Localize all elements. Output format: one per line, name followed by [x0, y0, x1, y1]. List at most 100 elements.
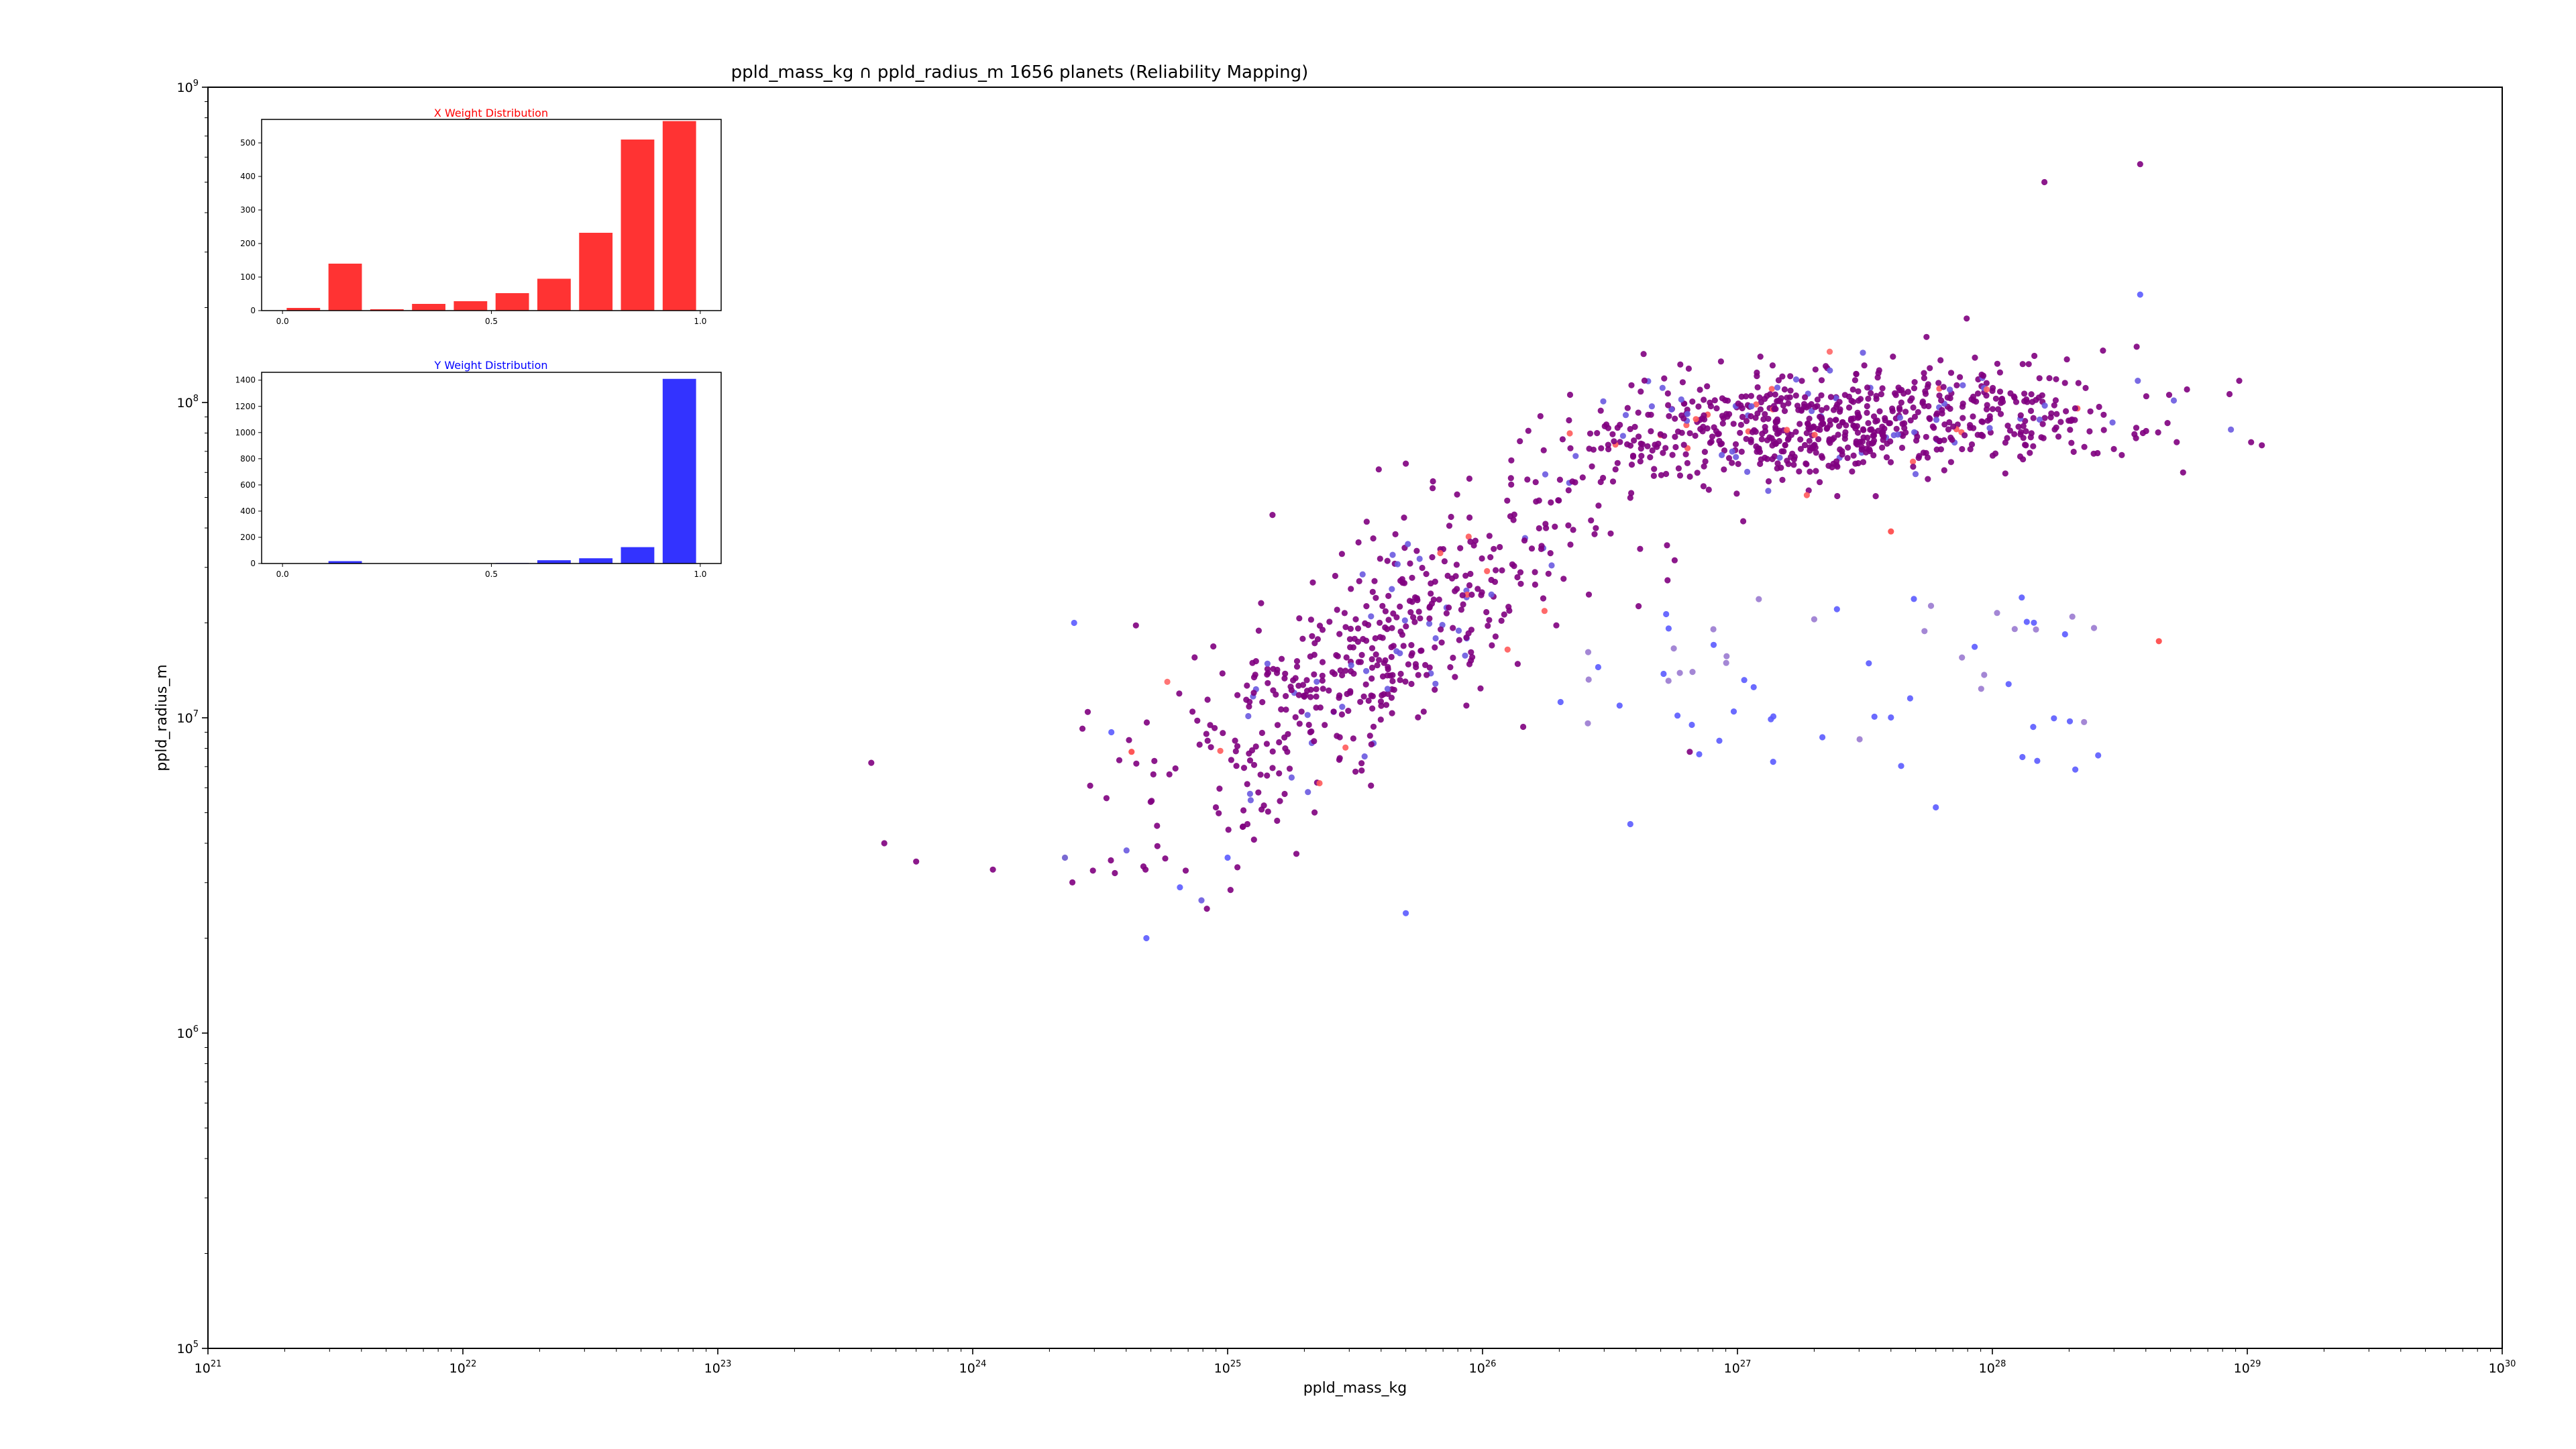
scatter-point [1182, 867, 1189, 874]
scatter-point [1874, 417, 1880, 424]
scatter-point [1949, 436, 1955, 443]
scatter-point [2086, 428, 2093, 435]
scatter-point [1924, 454, 1931, 461]
scatter-point [1753, 401, 1760, 408]
scatter-point [1898, 399, 1904, 406]
x-weight-title: X Weight Distribution [434, 107, 548, 119]
scatter-point [1694, 470, 1701, 476]
scatter-point [1336, 755, 1343, 761]
scatter-point [1116, 757, 1123, 763]
scatter-point [1497, 543, 1503, 551]
scatter-point [1684, 460, 1690, 467]
scatter-point [1457, 545, 1464, 551]
scatter-point [1624, 441, 1631, 448]
scatter-point [1295, 692, 1302, 698]
scatter-point [2041, 178, 2048, 186]
scatter-point [1947, 459, 1954, 466]
scatter-point [1089, 867, 1096, 874]
scatter-point [2053, 411, 2060, 417]
scatter-point [1923, 433, 1929, 440]
scatter-point [1628, 462, 1635, 468]
scatter-point [1855, 415, 1862, 421]
scatter-point [1448, 513, 1454, 521]
scatter-point [2133, 435, 2139, 441]
scatter-point [1922, 388, 1929, 394]
scatter-point [1825, 462, 1832, 470]
scatter-point [1609, 431, 1616, 437]
scatter-point [1358, 767, 1365, 774]
scatter-point [1479, 555, 1485, 562]
scatter-point [1849, 468, 1856, 475]
scatter-point [1483, 608, 1490, 616]
scatter-point [1370, 723, 1377, 730]
scatter-point [1699, 415, 1706, 422]
scatter-point [2051, 402, 2057, 409]
scatter-point [1870, 452, 1877, 459]
scatter-point [1635, 603, 1642, 610]
scatter-point [1352, 768, 1359, 775]
scatter-point [1540, 595, 1547, 602]
scatter-point [1274, 817, 1281, 824]
scatter-point [1696, 751, 1703, 757]
scatter-point [1911, 379, 1918, 386]
scatter-point [2061, 631, 2068, 638]
scatter-point [1833, 606, 1840, 612]
scatter-point [1467, 570, 1474, 578]
scatter-point [1757, 354, 1764, 360]
scatter-point [1997, 411, 2004, 417]
scatter-point [1293, 851, 1300, 857]
scatter-point [1624, 405, 1631, 411]
scatter-point [1514, 574, 1521, 581]
scatter-point [1974, 431, 1981, 438]
y-tick-label: 106 [177, 1024, 199, 1041]
scatter-point [1246, 757, 1254, 764]
scatter-point [1589, 463, 1595, 470]
scatter-point [2020, 435, 2027, 441]
scatter-point [1635, 433, 1642, 440]
scatter-point [1504, 497, 1511, 504]
scatter-point [1432, 680, 1439, 687]
scatter-point [1507, 475, 1514, 482]
scatter-point [1662, 445, 1669, 451]
scatter-point [1844, 455, 1851, 462]
scatter-point [1744, 468, 1751, 476]
scatter-point [2031, 352, 2038, 360]
scatter-point [2067, 427, 2074, 433]
scatter-point [1992, 450, 1999, 457]
scatter-point [1796, 468, 1803, 475]
scatter-point [1663, 610, 1670, 618]
scatter-point [1472, 537, 1479, 544]
scatter-point [1538, 545, 1545, 553]
scatter-point [1686, 473, 1693, 480]
scatter-point [1316, 780, 1323, 787]
scatter-point [1781, 386, 1788, 393]
scatter-point [2030, 724, 2037, 731]
x-weight-histogram: X Weight Distribution 0.0 0.5 1.0 0 100 200 30… [240, 107, 722, 326]
scatter-point [1365, 697, 1372, 704]
scatter-point [1337, 667, 1344, 674]
scatter-point [1890, 354, 1896, 360]
scatter-point [2022, 418, 2029, 425]
scatter-point [1417, 615, 1424, 622]
scatter-point [1303, 688, 1311, 694]
scatter-point [1456, 637, 1462, 643]
scatter-point [1695, 403, 1702, 410]
inset-y-tick-label: 200 [240, 239, 256, 248]
scatter-point [1501, 611, 1507, 618]
scatter-point [1313, 686, 1320, 692]
scatter-point [1566, 430, 1573, 437]
x-tick-label: 1027 [1724, 1359, 1752, 1376]
scatter-point [1143, 719, 1150, 726]
scatter-point [1834, 464, 1841, 470]
scatter-point [1219, 670, 1226, 677]
scatter-point [1432, 635, 1439, 642]
scatter-point [1154, 843, 1161, 849]
scatter-point [2063, 408, 2070, 415]
scatter-point [1452, 573, 1459, 580]
scatter-point [2072, 766, 2079, 773]
scatter-point [1595, 502, 1602, 509]
scatter-point [1818, 407, 1825, 414]
scatter-point [1716, 437, 1723, 444]
scatter-point [1355, 539, 1362, 546]
scatter-point [1834, 492, 1841, 500]
